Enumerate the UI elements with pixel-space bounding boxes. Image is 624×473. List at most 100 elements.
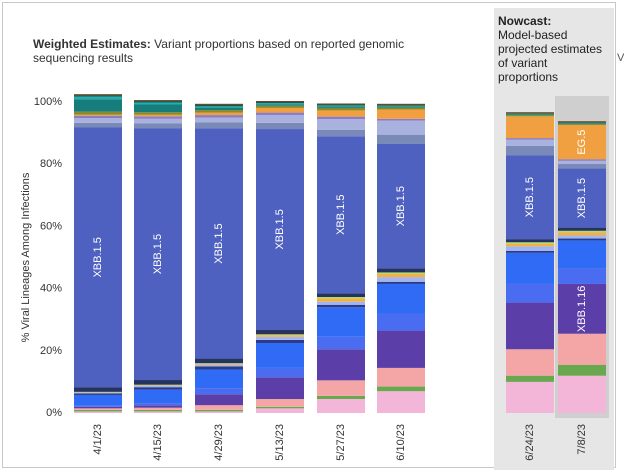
- bar-segment-navy2-4: [317, 293, 365, 297]
- bar-cap-2: [195, 103, 243, 105]
- bar-segment-lime-0: [74, 391, 122, 393]
- chart-title-rest: Variant proportions based on reported ge…: [33, 37, 405, 65]
- bar-label-7: XBB.1.5: [576, 178, 588, 218]
- bar-segment-green-5: [377, 386, 425, 392]
- bar-segment-xbb-1-5-7: [558, 168, 606, 228]
- chart-title-bold: Weighted Estimates:: [33, 37, 151, 51]
- bar-cap-6: [506, 112, 554, 114]
- bar-segment-brightblue-2: [195, 369, 243, 389]
- bar-segment-eg-5-4: [317, 110, 365, 117]
- bar-segment-cyan-7: [558, 122, 606, 124]
- bar-cap-1: [134, 100, 182, 102]
- bar-segment-darknavy-6: [506, 250, 554, 253]
- bar-segment-navy2-6: [506, 239, 554, 243]
- bar-label-9: XBB.1.16: [576, 286, 588, 332]
- bar-segment-navy2-0: [74, 387, 122, 392]
- bar-segment-teal-3: [256, 104, 304, 106]
- bar-segment-lightblue-6: [506, 246, 554, 251]
- bar-segment-violet-3: [256, 377, 304, 400]
- bar-segment-smallpurple-3: [256, 112, 304, 116]
- bar-segment-pink-7: [558, 375, 606, 413]
- bar-segment-lightblue-5: [377, 277, 425, 282]
- bar-segment-orange2-4: [317, 298, 365, 302]
- nowcast-title: Nowcast:: [498, 14, 552, 28]
- bar-segment-green-1: [134, 409, 182, 412]
- y-tick-label-0: 0%: [46, 407, 62, 419]
- bar-segment-mediumblue-7: [558, 268, 606, 284]
- bar-segment-green-0: [74, 409, 122, 412]
- bar-segment-violet-0: [74, 406, 122, 409]
- bar-segment-darkteal-4: [317, 104, 365, 106]
- bar-segment-green-6: [506, 375, 554, 382]
- bar-segment-cyan-1: [134, 102, 182, 105]
- bar-segment-green-7: [558, 364, 606, 376]
- bar-segment-midgray-2: [195, 122, 243, 129]
- bar-segment-xbb-1-5-3: [256, 129, 304, 330]
- bar-segment-pink-4: [317, 399, 365, 413]
- bar-segment-lavender-0: [74, 118, 122, 123]
- bar-cap-5: [377, 103, 425, 105]
- bar-label-8: EG.5: [576, 130, 588, 155]
- bar-segment-green-2: [195, 409, 243, 412]
- bar-segment-brightblue-6: [506, 252, 554, 284]
- bar-segment-olive-2: [195, 110, 243, 113]
- bar-segment-lime-3: [256, 334, 304, 336]
- bar-segment-salmon-6: [506, 349, 554, 376]
- bar-segment-eg-5-5: [377, 109, 425, 119]
- bar-segment-violet-6: [506, 302, 554, 350]
- bar-segment-midgray-6: [506, 145, 554, 156]
- bar-segment-smallpurple-4: [317, 116, 365, 120]
- bar-segment-lightblue-1: [134, 385, 182, 388]
- bar-segment-pink-5: [377, 391, 425, 413]
- bar-segment-navy2-5: [377, 268, 425, 273]
- bar-segment-darknavy-4: [317, 304, 365, 308]
- bar-segment-lime-7: [558, 230, 606, 233]
- x-tick-label-3: 5/13/23: [274, 424, 286, 461]
- bar-segment-smallpurple-6: [506, 138, 554, 140]
- bar-segment-violet-1: [134, 405, 182, 408]
- bar-segment-olive-0: [74, 111, 122, 115]
- bar-segment-salmon-7: [558, 333, 606, 365]
- bar-segment-cyan-6: [506, 113, 554, 115]
- bar-segment-darkteal-1: [134, 101, 182, 103]
- bar-segment-mediumblue-2: [195, 388, 243, 395]
- bar-segment-teal-0: [74, 99, 122, 112]
- bar-segment-lightblue-2: [195, 364, 243, 367]
- y-tick-label-5: 100%: [34, 96, 62, 108]
- bar-segment-lime-4: [317, 296, 365, 299]
- bar-segment-eg-5-0: [74, 114, 122, 116]
- bar-segment-violet-7: [558, 283, 606, 334]
- x-tick-label-0: 4/1/23: [92, 424, 104, 455]
- bar-segment-mediumblue-3: [256, 367, 304, 378]
- bar-segment-navy2-7: [558, 227, 606, 231]
- bar-cap-3: [256, 101, 304, 103]
- bar-segment-olive-3: [256, 105, 304, 108]
- bar-segment-darknavy-3: [256, 339, 304, 344]
- bar-segment-lime-2: [195, 363, 243, 364]
- bar-segment-eg-5-3: [256, 107, 304, 113]
- bar-segment-darkteal-3: [256, 102, 304, 104]
- bar-segment-smallpurple-0: [74, 115, 122, 119]
- bar-segment-eg-5-2: [195, 112, 243, 116]
- bar-segment-darkteal-6: [506, 113, 554, 114]
- bar-segment-pink-0: [74, 411, 122, 413]
- chart-title: Weighted Estimates: Variant proportions …: [33, 37, 453, 65]
- bar-segment-mediumblue-5: [377, 313, 425, 331]
- bar-segment-lavender-6: [506, 139, 554, 146]
- bar-segment-xbb-1-5-1: [134, 128, 182, 381]
- bar-segment-brightblue-0: [74, 394, 122, 406]
- y-axis-title: % Viral Lineages Among Infections: [20, 172, 32, 342]
- bar-segment-xbb-1-5-4: [317, 136, 365, 294]
- bar-segment-orange2-2: [195, 363, 243, 365]
- bar-segment-lavender-7: [558, 160, 606, 164]
- bar-segment-cyan-2: [195, 106, 243, 108]
- bar-segment-midgray-0: [74, 122, 122, 128]
- bar-segment-lime-6: [506, 242, 554, 244]
- y-tick-label-2: 40%: [40, 283, 62, 295]
- bar-segment-pink-1: [134, 411, 182, 413]
- bar-segment-lavender-1: [134, 118, 182, 124]
- bar-segment-darknavy-0: [74, 393, 122, 395]
- bar-segment-navy2-2: [195, 358, 243, 364]
- bar-segment-mediumblue-0: [74, 405, 122, 407]
- nowcast-description: Model-based projected estimates of varia…: [498, 28, 603, 84]
